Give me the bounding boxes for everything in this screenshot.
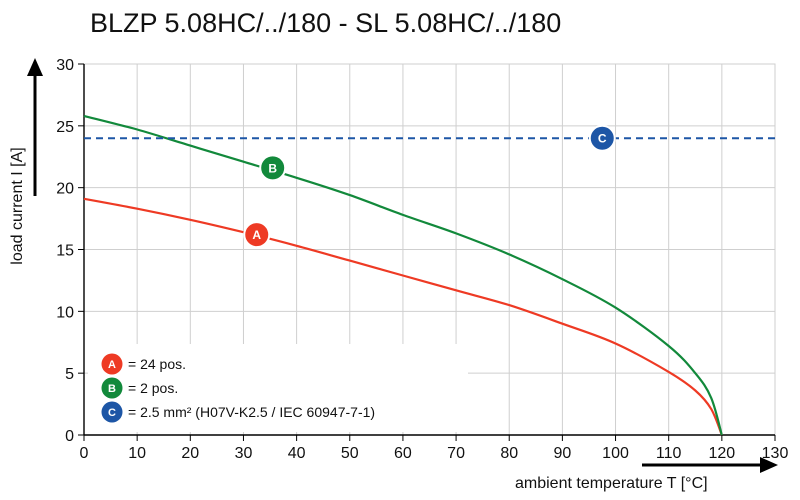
series-b-line — [83, 114, 723, 436]
x-tick-label: 80 — [500, 445, 518, 462]
x-axis-label: ambient temperature T [°C] — [515, 475, 708, 492]
x-tick-label: 40 — [288, 445, 306, 462]
x-tick-label: 100 — [602, 445, 629, 462]
y-tick-label: 10 — [56, 304, 74, 321]
x-tick-label: 0 — [80, 445, 89, 462]
series-c-marker-label: C — [598, 132, 607, 146]
legend-b-badge-label: B — [108, 383, 116, 395]
legend-box — [88, 344, 468, 432]
y-tick-label: 0 — [65, 428, 74, 445]
x-tick-label: 10 — [128, 445, 146, 462]
legend-a-badge — [101, 353, 123, 375]
y-tick-label: 30 — [56, 57, 74, 74]
x-tick-label: 60 — [394, 445, 412, 462]
x-tick-label: 50 — [341, 445, 359, 462]
x-tick-label: 120 — [708, 445, 735, 462]
series-b-marker — [259, 154, 287, 182]
x-tick-label: 90 — [553, 445, 571, 462]
legend-c-text: = 2.5 mm² (H07V-K2.5 / IEC 60947-7-1) — [128, 404, 375, 420]
y-tick-label: 25 — [56, 119, 74, 136]
x-axis-arrow-head — [760, 457, 778, 473]
x-tick-label: 30 — [235, 445, 253, 462]
series-markers: A B C — [243, 124, 616, 249]
x-tick-label: 110 — [656, 445, 682, 462]
x-tick-label: 20 — [181, 445, 199, 462]
y-tick-label: 20 — [56, 181, 74, 198]
y-tick-label: 15 — [56, 243, 74, 260]
legend: A = 24 pos. B = 2 pos. C = 2.5 mm² (H07V-K2.5… — [88, 344, 468, 432]
x-tick-label: 130 — [762, 445, 789, 462]
chart-title: BLZP 5.08HC/../180 - SL 5.08HC/../180 — [90, 8, 562, 38]
y-tick-label: 5 — [65, 366, 74, 383]
legend-c-badge-label: C — [108, 407, 116, 419]
x-tick-label: 70 — [447, 445, 465, 462]
legend-a-badge-label: A — [108, 359, 116, 371]
legend-a-text: = 24 pos. — [128, 356, 186, 372]
series-layer — [83, 114, 775, 436]
series-a-marker — [243, 221, 271, 249]
series-c-marker — [588, 124, 616, 152]
axes: 0 10 20 30 40 50 60 70 80 90 100 110 120 130 0 5 10 15 20 2… — [9, 57, 788, 492]
series-a-line — [83, 197, 723, 436]
legend-c-badge — [101, 401, 123, 423]
y-axis-label: load current I [A] — [9, 147, 26, 264]
series-b-marker-label: B — [268, 161, 277, 175]
legend-b-badge — [101, 377, 123, 399]
legend-b-text: = 2 pos. — [128, 380, 178, 396]
y-axis-arrow-head — [27, 58, 43, 76]
series-a-marker-label: A — [252, 228, 261, 242]
